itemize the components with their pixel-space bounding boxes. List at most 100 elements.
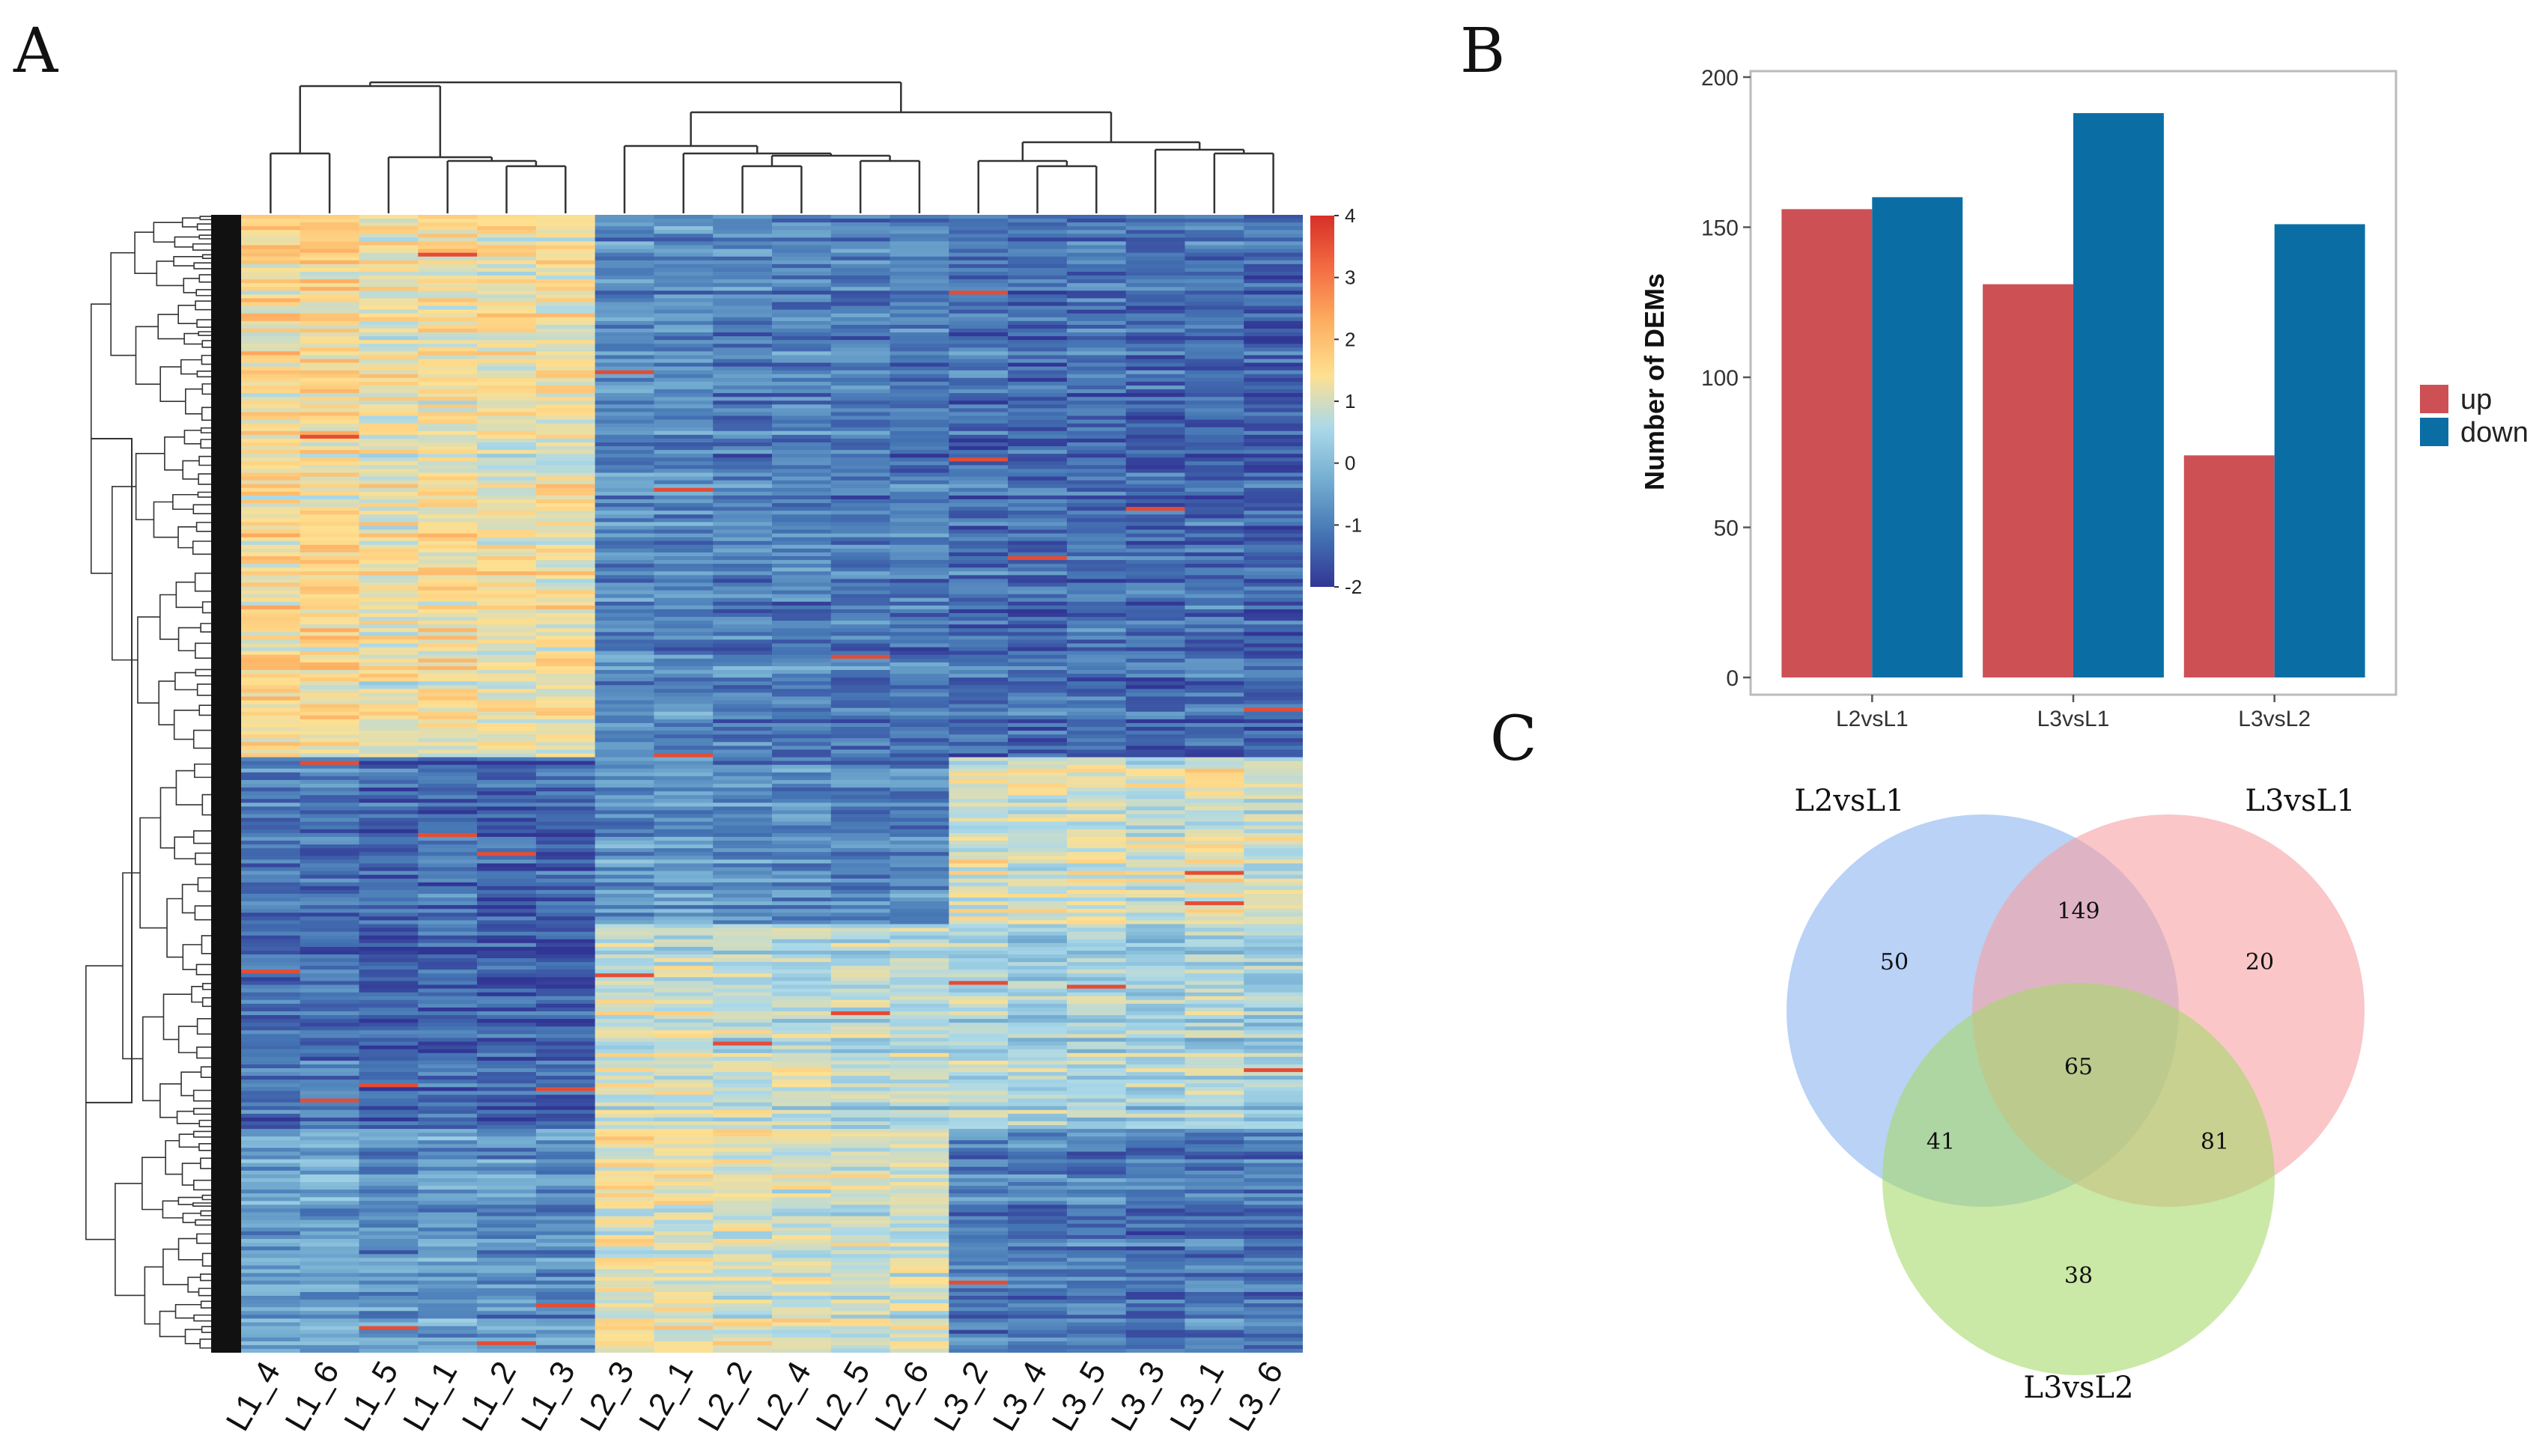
heatmap-cell — [300, 920, 360, 925]
dendrogram-branch — [195, 300, 211, 311]
heatmap-cell — [359, 423, 419, 428]
heatmap-cell — [772, 529, 832, 534]
heatmap-cell — [713, 1148, 773, 1153]
heatmap-cell — [418, 1239, 478, 1243]
heatmap-cell — [949, 454, 1009, 458]
heatmap-cell — [772, 1098, 832, 1103]
heatmap-cell — [654, 571, 714, 576]
heatmap-cell — [359, 1007, 419, 1012]
heatmap-cell — [241, 272, 301, 276]
heatmap-cell — [241, 731, 301, 735]
heatmap-cell — [713, 711, 773, 716]
heatmap-cell — [359, 465, 419, 470]
heatmap-cell — [300, 564, 360, 568]
heatmap-cell — [1066, 294, 1127, 299]
heatmap-cell — [418, 700, 478, 705]
heatmap-cell — [1008, 1231, 1068, 1236]
heatmap-cell — [830, 313, 891, 318]
heatmap-cell — [595, 1019, 655, 1023]
heatmap-cell — [949, 1322, 1009, 1327]
heatmap-cell — [477, 571, 537, 576]
heatmap-cell — [359, 692, 419, 698]
heatmap-cell — [713, 305, 773, 311]
heatmap-cell — [477, 1045, 537, 1050]
heatmap-cell — [654, 882, 714, 887]
heatmap-cell — [713, 784, 773, 788]
heatmap-cell — [418, 377, 478, 383]
heatmap-cell — [241, 415, 301, 421]
heatmap-cell — [830, 219, 891, 223]
heatmap-cell — [713, 731, 773, 735]
heatmap-cell — [359, 590, 419, 595]
heatmap-cell — [654, 935, 714, 940]
heatmap-cell — [300, 1072, 360, 1076]
heatmap-cell — [595, 1144, 655, 1148]
heatmap-cell — [418, 294, 478, 299]
heatmap-cell — [241, 719, 301, 724]
heatmap-cell — [241, 279, 301, 284]
heatmap-cell — [890, 260, 949, 265]
heatmap-cell — [1008, 935, 1068, 940]
heatmap-cell — [713, 586, 773, 591]
heatmap-cell — [890, 332, 949, 337]
heatmap-cell — [772, 340, 832, 344]
heatmap-cell — [654, 1019, 714, 1023]
heatmap-cell — [535, 249, 596, 254]
heatmap-cell — [654, 1303, 714, 1308]
heatmap-cell — [654, 594, 714, 599]
heatmap-cell — [535, 779, 596, 785]
dendrogram-branch — [164, 436, 185, 471]
heatmap-cell — [359, 499, 419, 504]
heatmap-cell — [1008, 514, 1068, 519]
heatmap-cell — [890, 393, 949, 397]
heatmap-cell — [359, 377, 419, 383]
heatmap-cell — [713, 1113, 773, 1118]
dendrogram-branch — [175, 770, 203, 805]
heatmap-cell — [830, 412, 891, 417]
heatmap-cell — [654, 457, 714, 462]
heatmap-cell — [300, 973, 360, 978]
heatmap-cell — [949, 711, 1009, 716]
heatmap-cell — [418, 1315, 478, 1319]
heatmap-cell — [595, 1239, 655, 1243]
heatmap-cell — [241, 329, 301, 333]
dendrogram-branch — [195, 852, 211, 865]
heatmap-cell — [300, 1231, 360, 1236]
heatmap-cell — [713, 560, 773, 564]
heatmap-cell — [477, 324, 537, 329]
heatmap-cell — [300, 1038, 360, 1043]
heatmap-cell — [1125, 1239, 1186, 1243]
heatmap-cell — [1066, 905, 1127, 910]
heatmap-cell — [300, 852, 360, 856]
heatmap-cell — [830, 1344, 891, 1350]
heatmap-cell — [595, 677, 655, 682]
heatmap-cell — [595, 374, 655, 379]
heatmap-cell — [654, 526, 714, 531]
heatmap-cell — [477, 234, 537, 238]
heatmap-cell — [418, 825, 478, 830]
heatmap-cell — [241, 400, 301, 405]
heatmap-cell — [477, 1148, 537, 1153]
heatmap-cell — [359, 924, 419, 929]
heatmap-cell — [890, 548, 949, 553]
heatmap-cell — [1125, 1201, 1186, 1205]
heatmap-cell — [654, 681, 714, 686]
heatmap-cell — [1066, 533, 1127, 538]
heatmap-cell — [418, 567, 478, 572]
heatmap-cell — [418, 476, 478, 481]
heatmap-cell — [772, 905, 832, 910]
dendrogram-branch — [177, 305, 198, 324]
dendrogram-branch — [201, 1252, 211, 1267]
heatmap-cell — [535, 665, 596, 671]
heatmap-cell — [1066, 802, 1127, 807]
heatmap-cell — [949, 567, 1009, 572]
heatmap-cell — [300, 249, 360, 254]
heatmap-cell — [300, 1216, 360, 1221]
heatmap-cell — [359, 351, 419, 356]
heatmap-cell — [772, 472, 832, 478]
heatmap-cell — [1125, 393, 1186, 397]
heatmap-cell — [1125, 889, 1186, 895]
heatmap-cell — [890, 415, 949, 421]
heatmap-cell — [949, 442, 1009, 447]
heatmap-cell — [772, 924, 832, 929]
